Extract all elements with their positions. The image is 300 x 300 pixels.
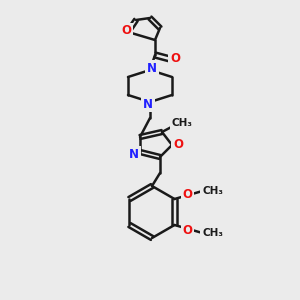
Text: O: O [121,25,131,38]
Text: N: N [129,148,139,160]
Text: O: O [182,224,193,236]
Text: N: N [147,61,157,74]
Text: O: O [182,188,193,200]
Text: O: O [170,52,180,64]
Text: CH₃: CH₃ [202,186,223,196]
Text: CH₃: CH₃ [202,228,223,238]
Text: CH₃: CH₃ [172,118,193,128]
Text: O: O [173,137,183,151]
Text: N: N [143,98,153,110]
